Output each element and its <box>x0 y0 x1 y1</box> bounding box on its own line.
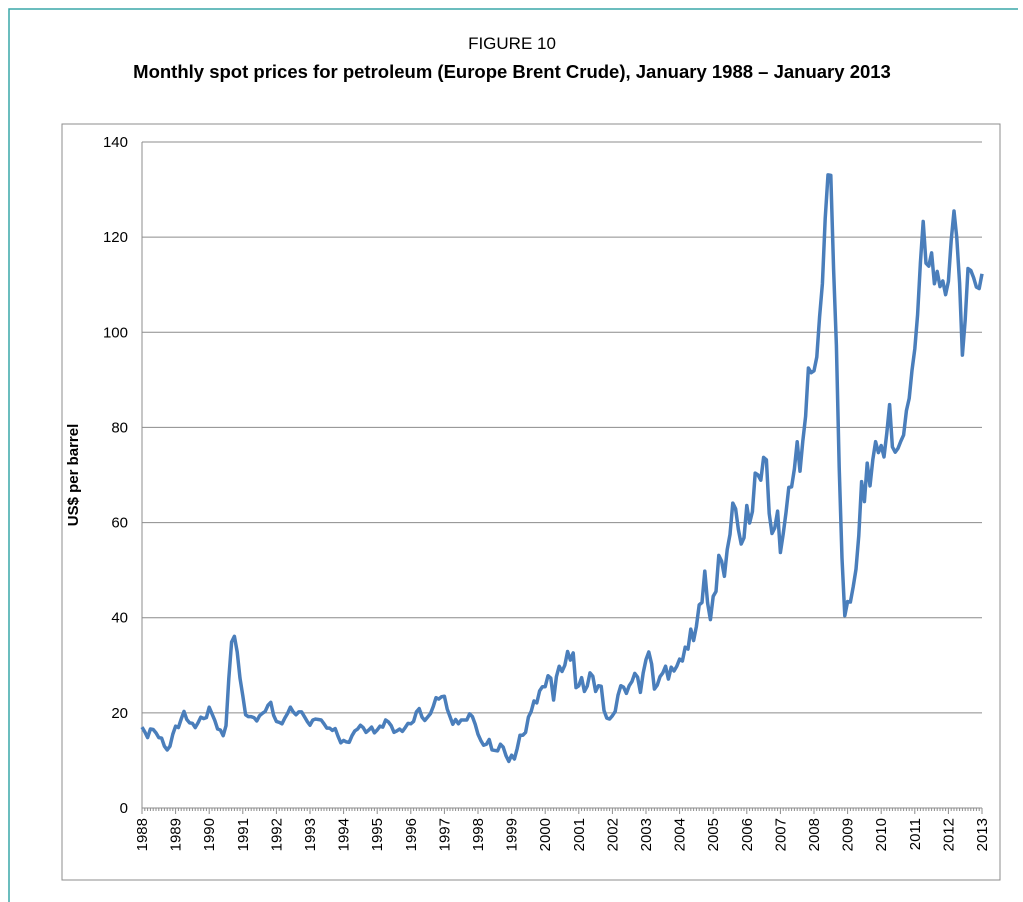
x-tick-label: 2010 <box>873 818 890 851</box>
figure-label: FIGURE 10 <box>468 34 556 53</box>
chart-title: Monthly spot prices for petroleum (Europ… <box>133 61 891 82</box>
x-tick-label: 1994 <box>336 818 353 851</box>
y-tick-label: 120 <box>103 229 128 246</box>
x-tick-label: 1990 <box>201 818 218 851</box>
x-tick-label: 2009 <box>840 818 857 851</box>
y-tick-label: 140 <box>103 134 128 151</box>
x-tick-label: 2004 <box>672 818 689 851</box>
y-tick-label: 80 <box>111 419 128 436</box>
x-tick-label: 2006 <box>739 818 756 851</box>
x-tick-label: 2011 <box>907 818 924 850</box>
chart-frame <box>61 123 1001 881</box>
x-tick-label: 2003 <box>638 818 655 851</box>
x-tick-label: 2008 <box>806 818 823 851</box>
x-tick-label: 1989 <box>168 818 185 851</box>
price-line <box>140 173 984 764</box>
x-tick-label: 1992 <box>268 818 285 851</box>
y-tick-label: 20 <box>111 705 128 722</box>
x-tick-label: 2005 <box>705 818 722 851</box>
x-tick-label: 1991 <box>235 818 252 851</box>
y-axis-label: US$ per barrel <box>65 424 82 527</box>
y-tick-label: 0 <box>120 800 128 817</box>
y-tick-label: 40 <box>111 610 128 627</box>
x-tick-label: 2001 <box>571 818 588 851</box>
x-tick-label: 2000 <box>537 818 554 851</box>
x-tick-label: 1996 <box>403 818 420 851</box>
x-tick-label: 1997 <box>436 818 453 851</box>
x-tick-label: 1998 <box>470 818 487 851</box>
x-tick-label: 2012 <box>940 818 957 851</box>
page-border <box>8 8 1018 902</box>
x-tick-label: 2007 <box>772 818 789 851</box>
x-tick-label: 2002 <box>604 818 621 851</box>
x-tick-label: 1999 <box>504 818 521 851</box>
x-tick-label: 2013 <box>974 818 991 851</box>
x-tick-label: 1988 <box>134 818 151 851</box>
x-tick-label: 1995 <box>369 818 386 851</box>
y-tick-label: 60 <box>111 515 128 532</box>
y-tick-label: 100 <box>103 324 128 341</box>
x-tick-label: 1993 <box>302 818 319 851</box>
